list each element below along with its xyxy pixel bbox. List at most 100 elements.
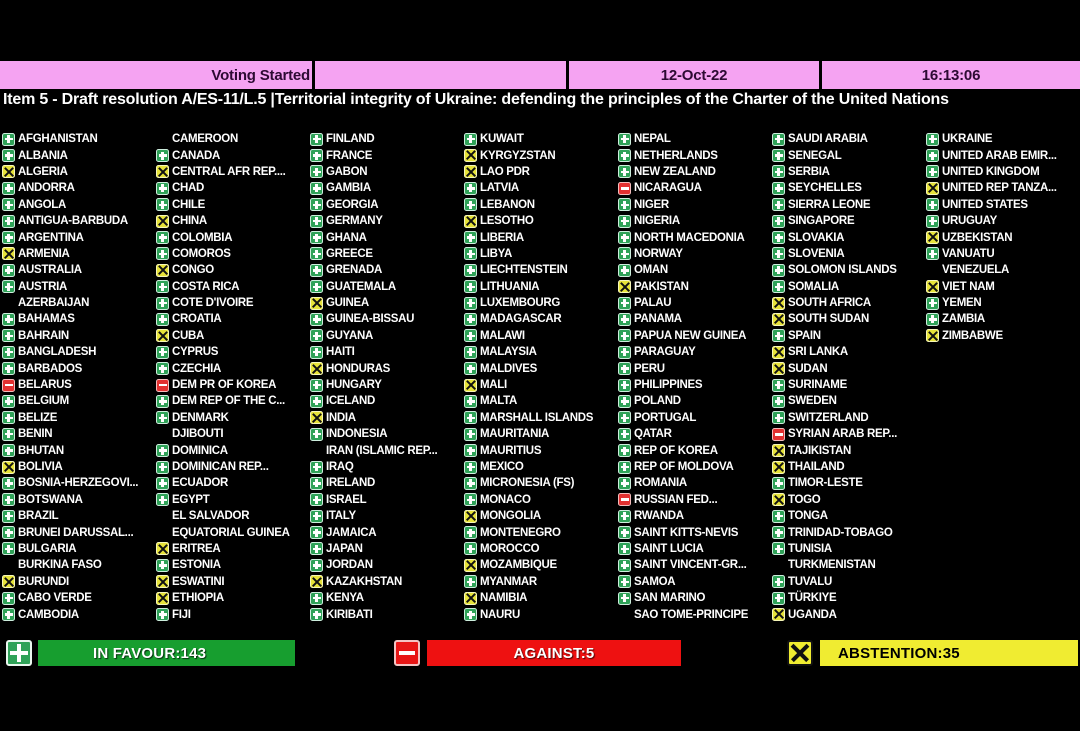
country-row: MADAGASCAR <box>464 311 618 327</box>
abstention-icon <box>464 149 477 163</box>
abstention-icon <box>310 296 323 310</box>
in-favour-icon <box>2 526 15 540</box>
country-label: COMOROS <box>172 247 231 260</box>
country-row: DEM REP OF THE C... <box>156 393 310 409</box>
abstention-icon <box>2 460 15 474</box>
delegate-column: UKRAINE UNITED ARAB EMIR... UNITED KINGDOM… <box>926 131 1080 625</box>
country-label: CABO VERDE <box>18 592 92 605</box>
country-row: BANGLADESH <box>2 344 156 360</box>
in-favour-icon <box>2 493 15 507</box>
in-favour-icon <box>310 329 323 343</box>
country-row: MONACO <box>464 492 618 508</box>
in-favour-icon <box>310 247 323 261</box>
in-favour-icon <box>156 444 169 458</box>
country-label: DEM REP OF THE C... <box>172 395 285 408</box>
country-label: MONTENEGRO <box>480 526 561 539</box>
in-favour-icon <box>618 198 631 212</box>
country-row: SURINAME <box>772 377 926 393</box>
in-favour-icon <box>772 181 785 195</box>
vote-time: 16:13:06 <box>819 61 1080 89</box>
in-favour-icon <box>464 132 477 146</box>
country-label: SAUDI ARABIA <box>788 133 868 146</box>
country-label: ANDORRA <box>18 182 75 195</box>
in-favour-icon <box>464 312 477 326</box>
country-row: CAMEROON <box>156 131 310 147</box>
in-favour-icon <box>772 280 785 294</box>
in-favour-icon <box>464 231 477 245</box>
country-row: TRINIDAD-TOBAGO <box>772 524 926 540</box>
no-vote-placeholder <box>618 608 631 621</box>
country-label: PALAU <box>634 297 672 310</box>
in-favour-icon <box>156 493 169 507</box>
country-row: PALAU <box>618 295 772 311</box>
country-label: UZBEKISTAN <box>942 231 1013 244</box>
in-favour-icon <box>156 247 169 261</box>
delegate-column: AFGHANISTAN ALBANIA ALGERIA ANDORRA ANGOLA AN… <box>2 131 156 625</box>
abstention-icon <box>464 214 477 228</box>
in-favour-icon <box>2 362 15 376</box>
no-vote-placeholder <box>2 297 15 310</box>
country-row: SUDAN <box>772 360 926 376</box>
abstention-icon <box>926 280 939 294</box>
country-label: ROMANIA <box>634 477 687 490</box>
in-favour-icon <box>2 476 15 490</box>
country-label: NEW ZEALAND <box>634 165 716 178</box>
abstention-icon <box>156 329 169 343</box>
country-row: KIRIBATI <box>310 606 464 622</box>
country-row: RWANDA <box>618 508 772 524</box>
country-label: MARSHALL ISLANDS <box>480 411 594 424</box>
no-vote-placeholder <box>156 510 169 523</box>
abstention-icon <box>926 231 939 245</box>
in-favour-icon <box>310 526 323 540</box>
country-label: GRENADA <box>326 264 383 277</box>
in-favour-icon <box>618 329 631 343</box>
country-label: FIJI <box>172 608 191 621</box>
against-icon <box>394 640 420 666</box>
country-label: TUVALU <box>788 575 832 588</box>
abstention-icon <box>772 345 785 359</box>
abstention-icon <box>2 247 15 261</box>
country-label: GERMANY <box>326 215 383 228</box>
in-favour-icon <box>618 460 631 474</box>
country-label: RUSSIAN FED... <box>634 493 718 506</box>
country-label: PAPUA NEW GUINEA <box>634 329 747 342</box>
country-row: HAITI <box>310 344 464 360</box>
in-favour-icon <box>2 181 15 195</box>
country-label: NAURU <box>480 608 521 621</box>
country-label: POLAND <box>634 395 681 408</box>
country-row: ETHIOPIA <box>156 590 310 606</box>
in-favour-icon <box>2 214 15 228</box>
against-icon <box>618 493 631 507</box>
country-label: ETHIOPIA <box>172 592 224 605</box>
country-label: LIECHTENSTEIN <box>480 264 568 277</box>
country-label: CONGO <box>172 264 214 277</box>
country-label: SYRIAN ARAB REP... <box>788 428 897 441</box>
in-favour-icon <box>618 296 631 310</box>
in-favour-icon <box>618 132 631 146</box>
country-row: COMOROS <box>156 246 310 262</box>
country-label: MALDIVES <box>480 362 538 375</box>
country-row: GUINEA-BISSAU <box>310 311 464 327</box>
voting-status-label: Voting Started <box>211 66 310 84</box>
country-row: AUSTRIA <box>2 279 156 295</box>
in-favour-icon <box>618 509 631 523</box>
country-row: SOUTH AFRICA <box>772 295 926 311</box>
country-row: TONGA <box>772 508 926 524</box>
in-favour-icon <box>2 231 15 245</box>
in-favour-icon <box>2 509 15 523</box>
country-label: CENTRAL AFR REP.... <box>172 165 286 178</box>
country-label: SLOVAKIA <box>788 231 845 244</box>
country-row: BOLIVIA <box>2 459 156 475</box>
in-favour-icon <box>618 345 631 359</box>
in-favour-icon <box>464 526 477 540</box>
abstention-icon <box>464 378 477 392</box>
country-label: EL SALVADOR <box>172 510 250 523</box>
country-label: ANGOLA <box>18 198 67 211</box>
country-row: PORTUGAL <box>618 410 772 426</box>
country-row: JAPAN <box>310 541 464 557</box>
country-label: BANGLADESH <box>18 346 97 359</box>
country-row: JAMAICA <box>310 524 464 540</box>
country-row: TAJIKISTAN <box>772 442 926 458</box>
in-favour-icon <box>618 427 631 441</box>
in-favour-icon <box>6 640 32 666</box>
